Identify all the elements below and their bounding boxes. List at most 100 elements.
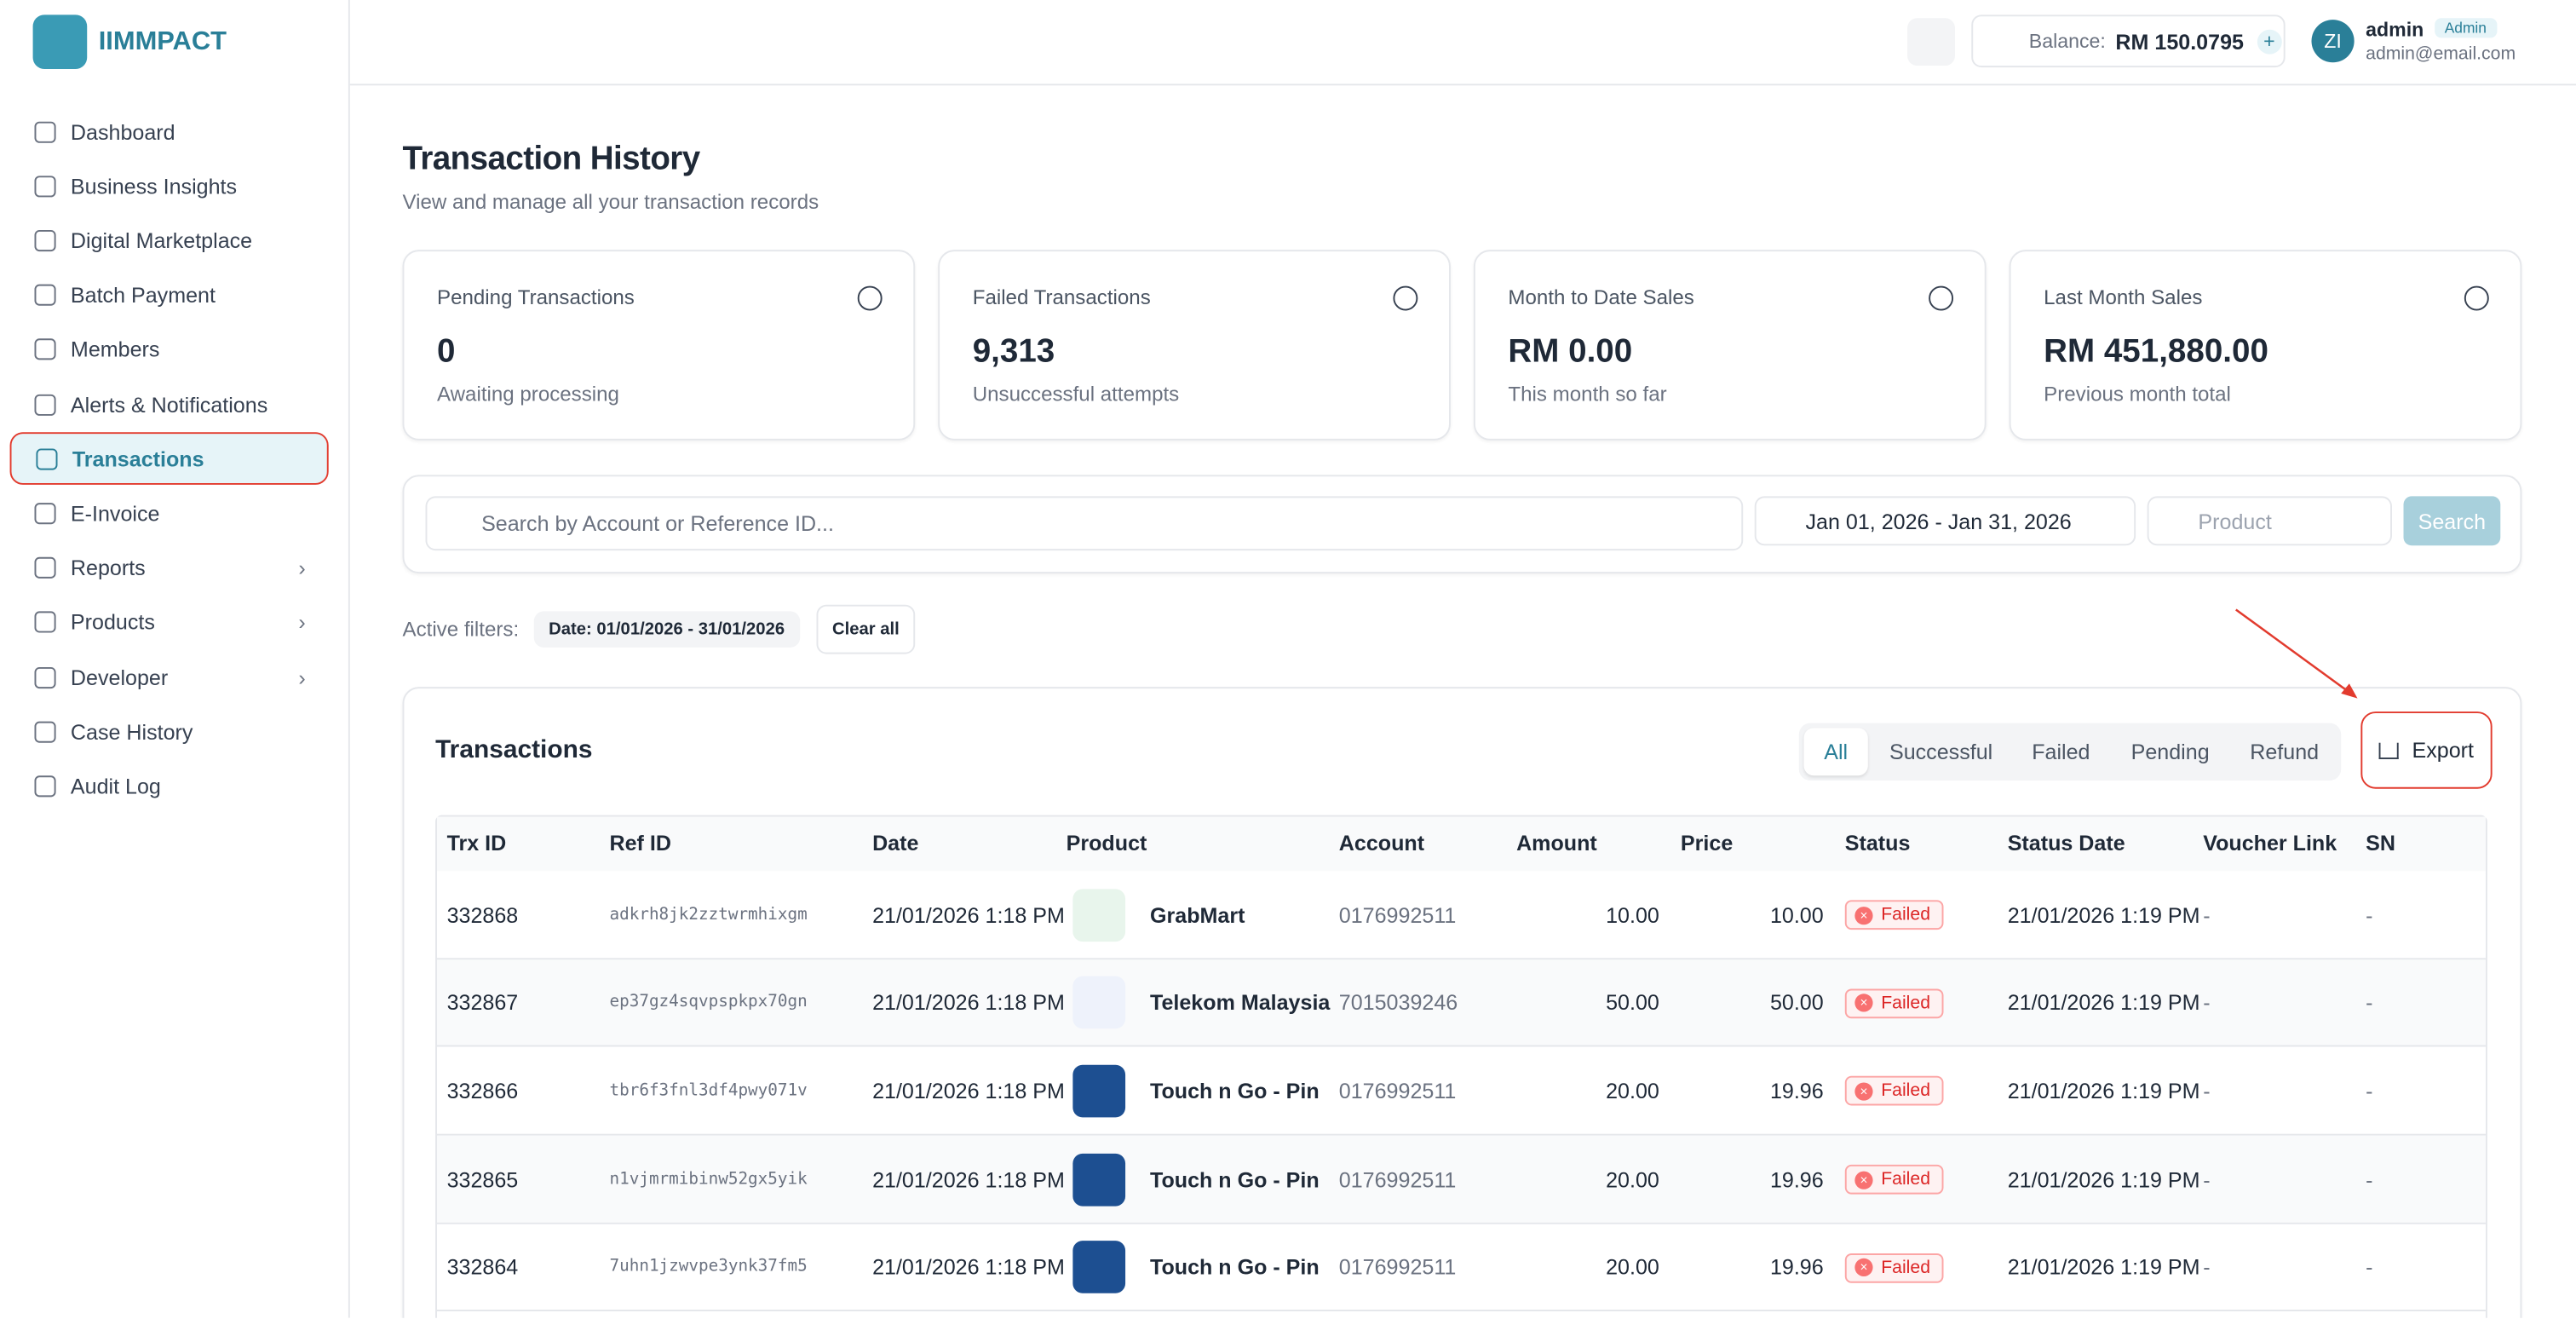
stat-value: 0 <box>436 333 456 370</box>
cell-date: 21/01/2026 1:18 PM <box>872 901 1065 927</box>
search-input[interactable]: Search by Account or Reference ID... <box>425 496 1744 551</box>
cell-account: 0176992511 <box>1338 1166 1457 1192</box>
stat-caption: Previous month total <box>2044 383 2231 406</box>
nav-item[interactable]: Reports › <box>10 542 329 595</box>
status-tab[interactable]: Refund <box>2250 739 2320 764</box>
cell-product: Touch n Go - Pin <box>1149 1255 1320 1280</box>
nav-item[interactable]: Audit Log <box>10 760 329 813</box>
status-pill: × Failed <box>1844 1253 1944 1283</box>
nav-label: Alerts & Notifications <box>70 391 268 417</box>
status-text: Failed <box>1881 905 1931 925</box>
balance-value: RM 150.0795 <box>2115 28 2244 54</box>
page-subtitle: View and manage all your transaction rec… <box>402 190 819 214</box>
avatar[interactable]: ZI <box>2311 20 2355 63</box>
nav-item[interactable]: Alerts & Notifications <box>10 378 329 431</box>
status-text: Failed <box>1881 1169 1931 1189</box>
role-badge: Admin <box>2435 18 2497 38</box>
cell-trx-id: 332867 <box>446 990 519 1016</box>
nav-item[interactable]: Case History <box>10 706 329 758</box>
status-icon: × <box>1854 1259 1873 1277</box>
status-tabs <box>1798 723 2342 781</box>
date-filter-chip[interactable]: Date: 01/01/2026 - 31/01/2026 <box>533 611 800 648</box>
nav-item[interactable]: Transactions <box>9 432 329 486</box>
stat-card: Last Month Sales RM 451,880.00 Previous mo… <box>2009 250 2522 441</box>
cell-ref-id: adkrh8jk2zztwrmhixgm <box>609 905 808 924</box>
nav-icon <box>34 175 56 197</box>
cell-ref-id: tbr6f3fnl3df4pwy071v <box>609 1081 808 1100</box>
column-header: Price <box>1680 830 1734 855</box>
column-header: Trx ID <box>446 830 507 855</box>
status-tab[interactable]: Pending <box>2130 739 2210 764</box>
table-row <box>436 1047 2486 1136</box>
status-pill: × Failed <box>1844 900 1944 930</box>
clear-all-button[interactable]: Clear all <box>816 604 916 654</box>
nav-icon <box>34 721 56 743</box>
annotation-arrow <box>2235 608 2352 694</box>
cell-amount: 20.00 <box>1606 1255 1659 1280</box>
nav-label: Reports <box>70 556 146 580</box>
status-text: Failed <box>1881 1081 1931 1102</box>
balance-box: Balance: RM 150.0795 + <box>1971 14 2286 68</box>
nav-label: Audit Log <box>70 774 161 799</box>
status-text: Failed <box>1881 1258 1931 1278</box>
status-icon: × <box>1854 906 1873 924</box>
cell-product: Touch n Go - Pin <box>1149 1166 1320 1192</box>
search-button[interactable]: Search <box>2403 496 2501 546</box>
nav-label: Members <box>70 337 160 362</box>
cell-amount: 20.00 <box>1606 1078 1659 1103</box>
cell-status-date: 21/01/2026 1:19 PM <box>2007 901 2200 927</box>
cell-product: Touch n Go - Pin <box>1149 1078 1320 1103</box>
column-header: Status Date <box>2007 830 2125 855</box>
column-header: Status <box>1844 830 1911 855</box>
status-icon: × <box>1854 994 1873 1012</box>
status-badge: × Failed <box>1844 899 1944 930</box>
status-tab[interactable]: Successful <box>1889 739 1993 764</box>
cell-voucher-link: - <box>2203 1166 2211 1192</box>
nav-item[interactable]: Dashboard <box>10 105 329 158</box>
nav-icon <box>34 612 56 634</box>
stat-value: 9,313 <box>972 333 1055 370</box>
user-email: admin@email.com <box>2366 44 2516 65</box>
nav-item[interactable]: Products › <box>10 596 329 649</box>
stat-card: Pending Transactions 0 Awaiting processing <box>402 250 916 441</box>
balance-label: Balance: <box>2028 29 2106 53</box>
product-placeholder: Product <box>2198 508 2272 533</box>
cell-voucher-link: - <box>2203 990 2211 1016</box>
stat-value: RM 0.00 <box>1508 333 1633 370</box>
cell-sn: - <box>2366 1255 2373 1280</box>
cell-voucher-link: - <box>2203 901 2211 927</box>
column-header: Date <box>872 830 919 855</box>
cell-sn: - <box>2366 1166 2373 1192</box>
stat-caption: Awaiting processing <box>436 383 619 406</box>
status-tab[interactable]: All <box>1803 728 1868 776</box>
nav-label: Developer <box>70 665 169 690</box>
nav-item[interactable]: Developer › <box>10 651 329 704</box>
product-select[interactable]: Product <box>2147 496 2392 546</box>
nav-item[interactable]: Digital Marketplace <box>10 214 329 267</box>
nav-label: Products <box>70 610 155 636</box>
nav-item[interactable]: Members <box>10 324 329 377</box>
date-picker[interactable]: Jan 01, 2026 - Jan 31, 2026 <box>1754 496 2136 546</box>
active-filters-label: Active filters: <box>402 618 520 642</box>
nav-label: Batch Payment <box>70 282 216 308</box>
stat-label: Failed Transactions <box>972 285 1151 309</box>
nav-item[interactable]: Business Insights <box>10 159 329 212</box>
nav-item[interactable]: Batch Payment <box>10 269 329 322</box>
column-header: Product <box>1066 830 1147 855</box>
nav-icon <box>34 666 56 688</box>
cell-amount: 50.00 <box>1606 990 1659 1016</box>
cell-amount: 10.00 <box>1606 901 1659 927</box>
theme-toggle[interactable] <box>1907 18 1955 66</box>
table-header <box>436 816 2486 874</box>
nav-label: Digital Marketplace <box>70 228 253 253</box>
status-text: Failed <box>1881 993 1931 1013</box>
status-tab[interactable]: Failed <box>2032 739 2090 764</box>
top-up-button[interactable]: + <box>2257 28 2282 54</box>
export-button[interactable]: Export <box>2360 711 2493 789</box>
nav-item[interactable]: E-Invoice <box>10 487 329 540</box>
status-pill: × Failed <box>1844 988 1944 1018</box>
cell-ref-id: n1vjmrmibinw52gx5yik <box>609 1170 808 1189</box>
nav-label: Dashboard <box>70 118 175 144</box>
